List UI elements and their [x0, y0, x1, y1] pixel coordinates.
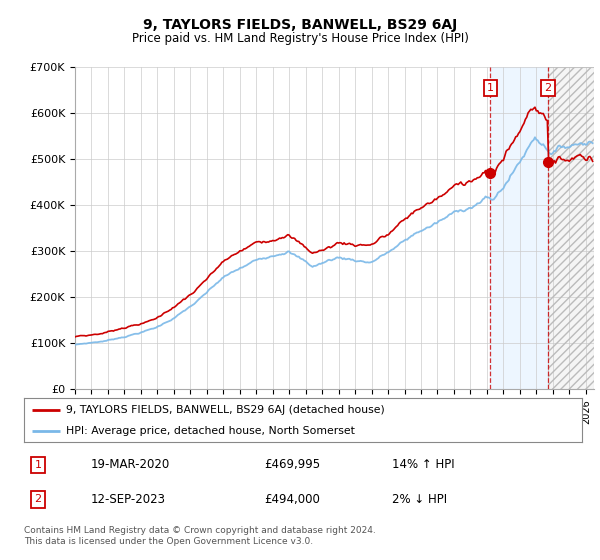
Text: 9, TAYLORS FIELDS, BANWELL, BS29 6AJ (detached house): 9, TAYLORS FIELDS, BANWELL, BS29 6AJ (de…	[66, 405, 385, 415]
Text: Contains HM Land Registry data © Crown copyright and database right 2024.
This d: Contains HM Land Registry data © Crown c…	[24, 526, 376, 546]
Text: 1: 1	[34, 460, 41, 470]
Text: 2: 2	[34, 494, 41, 505]
Text: Price paid vs. HM Land Registry's House Price Index (HPI): Price paid vs. HM Land Registry's House …	[131, 32, 469, 45]
Bar	[490, 67, 548, 389]
Text: 1: 1	[487, 83, 494, 93]
Text: 14% ↑ HPI: 14% ↑ HPI	[392, 458, 455, 471]
Text: £469,995: £469,995	[264, 458, 320, 471]
Text: 2% ↓ HPI: 2% ↓ HPI	[392, 493, 448, 506]
Bar	[548, 67, 594, 389]
Text: 2: 2	[544, 83, 551, 93]
Text: 12-SEP-2023: 12-SEP-2023	[91, 493, 166, 506]
Text: HPI: Average price, detached house, North Somerset: HPI: Average price, detached house, Nort…	[66, 426, 355, 436]
Text: 19-MAR-2020: 19-MAR-2020	[91, 458, 170, 471]
Text: £494,000: £494,000	[264, 493, 320, 506]
Bar	[548, 67, 594, 389]
Text: 9, TAYLORS FIELDS, BANWELL, BS29 6AJ: 9, TAYLORS FIELDS, BANWELL, BS29 6AJ	[143, 18, 457, 32]
